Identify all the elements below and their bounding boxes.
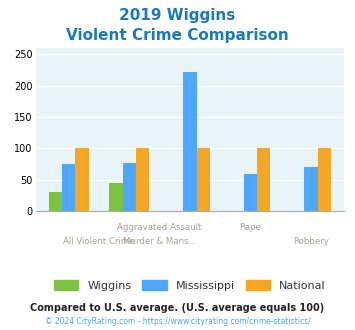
Bar: [257, 148, 271, 211]
Text: © 2024 CityRating.com - https://www.cityrating.com/crime-statistics/: © 2024 CityRating.com - https://www.city…: [45, 317, 310, 326]
Bar: [49, 192, 62, 211]
Bar: [197, 148, 210, 211]
Text: Robbery: Robbery: [293, 237, 329, 246]
Bar: [318, 148, 331, 211]
Bar: [244, 174, 257, 211]
Bar: [76, 148, 89, 211]
Text: Violent Crime Comparison: Violent Crime Comparison: [66, 28, 289, 43]
Bar: [62, 164, 76, 211]
Bar: [136, 148, 149, 211]
Bar: [123, 163, 136, 211]
Text: Rape: Rape: [240, 223, 261, 232]
Text: Murder & Mans...: Murder & Mans...: [123, 237, 196, 246]
Text: All Violent Crime: All Violent Crime: [63, 237, 135, 246]
Text: 2019 Wiggins: 2019 Wiggins: [119, 8, 236, 23]
Bar: [183, 72, 197, 211]
Bar: [304, 167, 318, 211]
Legend: Wiggins, Mississippi, National: Wiggins, Mississippi, National: [49, 276, 331, 295]
Text: Compared to U.S. average. (U.S. average equals 100): Compared to U.S. average. (U.S. average …: [31, 303, 324, 313]
Text: Aggravated Assault: Aggravated Assault: [118, 223, 202, 232]
Bar: [109, 183, 123, 211]
